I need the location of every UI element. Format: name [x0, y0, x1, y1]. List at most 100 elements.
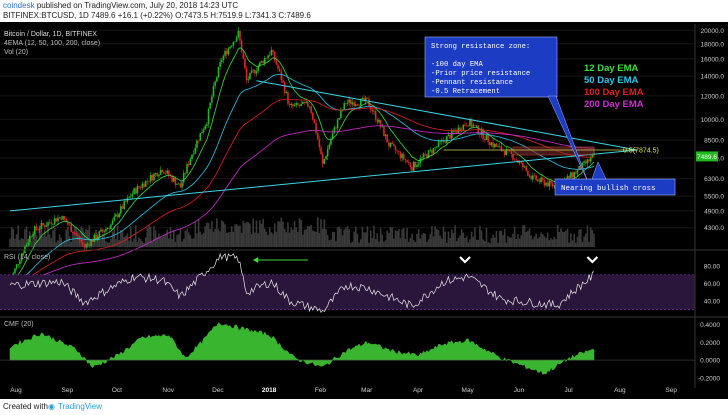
candle-body [422, 153, 425, 158]
volume-bar [320, 219, 322, 247]
candle-body [495, 143, 498, 147]
candle-body [62, 216, 64, 220]
candle-body [287, 92, 289, 104]
candle-body [75, 233, 77, 235]
volume-bar [353, 231, 355, 247]
candle-body [307, 101, 309, 107]
candle-body [376, 119, 379, 123]
candle-body [172, 177, 175, 182]
volume-bar [421, 234, 423, 247]
candle-body [72, 231, 74, 234]
volume-bar [19, 239, 21, 247]
volume-bar [116, 225, 119, 247]
candle-body [68, 224, 71, 226]
volume-bar [336, 227, 339, 247]
volume-bar [493, 237, 496, 247]
volume-bar [273, 223, 276, 247]
volume-bar [196, 233, 198, 247]
volume-bar [148, 225, 150, 247]
volume-bar [366, 226, 369, 247]
candle-body [303, 101, 306, 104]
candle-body [512, 154, 514, 160]
volume-bar [584, 233, 587, 247]
volume-bar [139, 239, 142, 247]
candle-body [143, 183, 145, 187]
candle-body [578, 165, 580, 170]
candle-body [285, 92, 288, 93]
candle-body [490, 142, 493, 146]
candle-body [22, 253, 25, 255]
volume-bar [113, 225, 116, 247]
trendlines [9, 80, 638, 212]
candle-body [176, 184, 178, 185]
candle-body [197, 140, 200, 142]
volume-bar [55, 242, 58, 247]
volume-bar [455, 241, 458, 247]
candle-body [113, 216, 116, 221]
candle-body [393, 144, 395, 147]
volume-bar [551, 239, 554, 247]
volume-bar [555, 238, 557, 247]
candle-body [475, 125, 478, 127]
candle-body [186, 164, 188, 174]
candle-body [128, 197, 130, 198]
candle-body [445, 136, 448, 143]
volume-bar [323, 219, 326, 247]
candle-body [391, 142, 393, 145]
candle-body [235, 37, 238, 42]
price-badge-label: 7489.6 [697, 154, 717, 161]
volume-bar [578, 229, 580, 247]
volume-bar [543, 236, 546, 247]
volume-bar [409, 237, 412, 247]
rsi-pane: 40.00 60.00 80.00 [0, 252, 720, 313]
candle-body [86, 243, 89, 245]
cmf-tick-label: 0.2000 [700, 340, 720, 347]
candle-body [436, 146, 438, 148]
cmf-area [9, 322, 595, 375]
candle-body [252, 69, 255, 71]
volume-bar [126, 233, 129, 247]
candle-body [43, 225, 46, 227]
candle-body [575, 172, 577, 174]
candle-body [116, 214, 119, 218]
volume-bar [138, 237, 140, 247]
volume-bar [393, 238, 395, 247]
volume-bar [50, 238, 53, 247]
candle-body [588, 159, 590, 162]
volume-bar [426, 242, 428, 247]
candle-body [431, 149, 433, 154]
volume-bar [63, 241, 66, 247]
candle-body [85, 244, 87, 248]
candle-body [513, 159, 516, 161]
volume-bar [161, 237, 164, 247]
annotations: Strong resistance zone: -100 day EMA-Prio… [424, 36, 676, 196]
cmf-tick-label: 0.4000 [700, 322, 720, 329]
candle-body [345, 103, 347, 104]
volume-bar [351, 241, 354, 247]
candle-body [427, 150, 430, 158]
candle-body [538, 179, 541, 183]
volume-bar [497, 242, 499, 247]
candle-body [120, 206, 122, 214]
volume-bar [280, 217, 283, 247]
volume-bar [186, 228, 188, 247]
volume-bar [194, 221, 197, 247]
candle-body [222, 55, 225, 61]
candle-body [308, 106, 311, 108]
candle-body [449, 134, 451, 139]
created-with: Created with [3, 402, 48, 411]
publisher-name[interactable]: coindesk [3, 1, 35, 10]
candle-body [414, 161, 417, 168]
legend-title: Bitcoin / Dollar, 1D, BITFINEX [4, 31, 97, 38]
volume-bar [566, 228, 569, 247]
candle-body [278, 68, 281, 72]
candle-body [406, 160, 408, 163]
candle-body [267, 55, 269, 59]
candle-body [273, 51, 276, 61]
volume-bar [125, 235, 127, 247]
tradingview-brand[interactable]: TradingView [58, 402, 103, 411]
candle-body [65, 219, 68, 223]
candle-body [359, 98, 362, 106]
candle-body [239, 30, 241, 41]
candle-body [32, 234, 34, 237]
